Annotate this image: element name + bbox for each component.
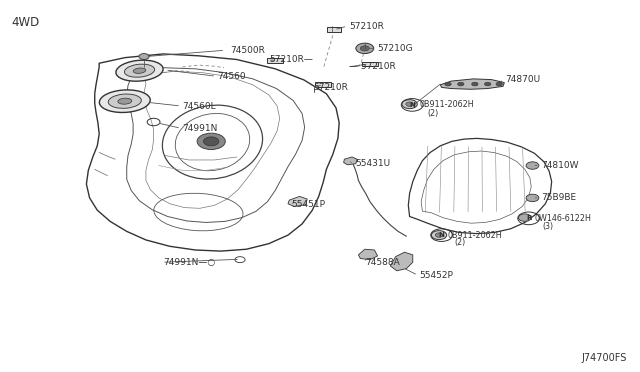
FancyBboxPatch shape <box>315 82 332 87</box>
Polygon shape <box>288 196 307 206</box>
Text: 57210G: 57210G <box>378 44 413 53</box>
Circle shape <box>402 100 417 109</box>
Ellipse shape <box>108 94 141 108</box>
Text: 74991N—○: 74991N—○ <box>163 258 216 267</box>
Text: 57210R: 57210R <box>314 83 348 92</box>
Text: 0B911-2062H: 0B911-2062H <box>448 231 502 240</box>
Circle shape <box>445 82 451 86</box>
Text: (2): (2) <box>428 109 439 118</box>
Polygon shape <box>440 79 504 89</box>
Polygon shape <box>358 249 378 260</box>
Text: 57210R: 57210R <box>349 22 383 31</box>
Text: 0B911-2062H: 0B911-2062H <box>419 100 474 109</box>
Circle shape <box>360 46 369 51</box>
Text: 74500R: 74500R <box>230 46 265 55</box>
Text: 74588A: 74588A <box>365 258 399 267</box>
Text: 0W146-6122H: 0W146-6122H <box>534 214 591 223</box>
Text: — 57210R: — 57210R <box>349 62 396 71</box>
FancyBboxPatch shape <box>362 61 378 66</box>
Circle shape <box>458 82 464 86</box>
Circle shape <box>484 82 491 86</box>
Text: N: N <box>438 232 445 238</box>
Text: 75B9BE: 75B9BE <box>541 193 576 202</box>
Text: 74560L: 74560L <box>182 102 216 110</box>
Text: J74700FS: J74700FS <box>582 353 627 363</box>
Circle shape <box>139 54 149 60</box>
Circle shape <box>496 82 502 86</box>
Text: 55431U: 55431U <box>355 159 390 168</box>
Text: (3): (3) <box>543 222 554 231</box>
Ellipse shape <box>124 64 155 77</box>
Circle shape <box>526 194 539 202</box>
Circle shape <box>431 231 447 240</box>
Circle shape <box>472 82 478 86</box>
Text: N: N <box>409 102 415 108</box>
Text: (2): (2) <box>454 238 466 247</box>
Text: 74560: 74560 <box>218 72 246 81</box>
Ellipse shape <box>99 90 150 112</box>
Circle shape <box>197 133 225 150</box>
FancyBboxPatch shape <box>268 58 283 63</box>
Text: 74810W: 74810W <box>541 161 579 170</box>
Ellipse shape <box>118 98 132 104</box>
Circle shape <box>406 102 413 106</box>
Text: R: R <box>526 215 531 221</box>
Circle shape <box>204 137 219 146</box>
Polygon shape <box>344 157 357 165</box>
Circle shape <box>435 233 443 237</box>
Text: 74870U: 74870U <box>506 76 541 84</box>
Text: 74991N: 74991N <box>182 124 218 133</box>
Ellipse shape <box>133 68 146 73</box>
Text: 55451P: 55451P <box>291 200 325 209</box>
Circle shape <box>356 43 374 54</box>
FancyBboxPatch shape <box>327 27 341 32</box>
Polygon shape <box>390 252 413 271</box>
Text: 57210R—: 57210R— <box>269 55 313 64</box>
Text: 4WD: 4WD <box>12 16 40 29</box>
Ellipse shape <box>116 60 163 81</box>
Text: 55452P: 55452P <box>419 271 453 280</box>
Circle shape <box>526 162 539 169</box>
Circle shape <box>518 214 531 221</box>
